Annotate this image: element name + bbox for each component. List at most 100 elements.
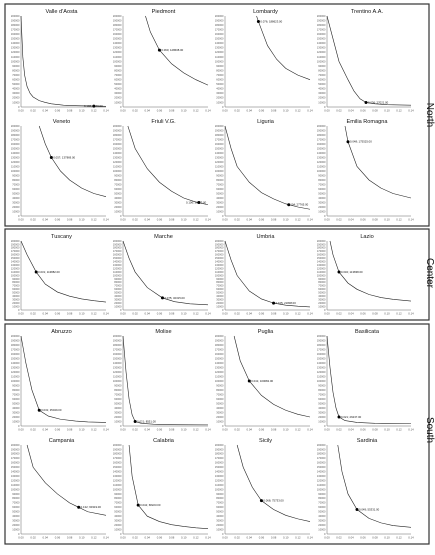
y-tick-label: 80000 xyxy=(12,388,20,392)
y-tick-label: 110000 xyxy=(215,374,224,378)
y-tick-label: 140000 xyxy=(11,151,20,155)
x-tick-label: 0.00 xyxy=(324,428,330,432)
y-tick-label: 140000 xyxy=(215,361,224,365)
y-tick-label: 180000 xyxy=(11,23,20,27)
x-tick-label: 0.10 xyxy=(181,428,187,432)
y-tick-label: 150000 xyxy=(11,356,20,360)
y-tick-label: 10000 xyxy=(114,209,122,213)
x-tick-label: 0.12 xyxy=(91,218,97,222)
y-tick-label: 180000 xyxy=(11,246,20,250)
x-tick-label: 0.12 xyxy=(295,312,301,316)
x-tick-label: 0.14 xyxy=(205,312,211,316)
y-tick-label: 100000 xyxy=(11,169,20,173)
x-tick-label: 0.06 xyxy=(259,218,265,222)
y-tick-label: 130000 xyxy=(113,474,122,478)
region-frame xyxy=(4,323,430,545)
x-tick-label: 0.10 xyxy=(283,218,289,222)
y-tick-label: 30000 xyxy=(216,297,224,301)
y-tick-label: 140000 xyxy=(11,361,20,365)
y-tick-label: 170000 xyxy=(11,137,20,141)
y-tick-label: 150000 xyxy=(113,356,122,360)
y-tick-label: 160000 xyxy=(215,461,224,465)
y-tick-label: 90000 xyxy=(12,64,20,68)
x-tick-label: 0.06 xyxy=(360,109,366,113)
point-label: 0.049; 55331.00 xyxy=(359,507,380,511)
series-line xyxy=(344,125,412,199)
y-tick-label: 60000 xyxy=(12,78,20,82)
y-tick-label: 130000 xyxy=(113,365,122,369)
y-tick-label: 60000 xyxy=(12,397,20,401)
y-tick-label: 190000 xyxy=(317,242,326,246)
x-tick-label: 0.06 xyxy=(55,536,61,540)
chart-panel: Marche 0100002000030000400005000060000700… xyxy=(113,234,211,316)
x-tick-label: 0.04 xyxy=(247,218,253,222)
y-tick-label: 120000 xyxy=(11,370,20,374)
y-tick-label: 130000 xyxy=(11,46,20,50)
y-tick-label: 180000 xyxy=(317,23,326,27)
y-tick-label: 50000 xyxy=(216,82,224,86)
y-tick-label: 110000 xyxy=(113,374,122,378)
y-tick-label: 200000 xyxy=(317,239,326,243)
y-tick-label: 30000 xyxy=(318,518,326,522)
y-tick-label: 100000 xyxy=(215,273,224,277)
series-line xyxy=(20,240,107,303)
y-tick-label: 80000 xyxy=(318,178,326,182)
y-tick-label: 200000 xyxy=(317,334,326,338)
y-tick-label: 50000 xyxy=(318,191,326,195)
x-tick-label: 0.08 xyxy=(271,312,277,316)
y-tick-label: 40000 xyxy=(216,514,224,518)
x-tick-label: 0.12 xyxy=(193,428,199,432)
y-tick-label: 180000 xyxy=(11,343,20,347)
y-tick-label: 150000 xyxy=(11,146,20,150)
y-tick-label: 0 xyxy=(120,532,122,536)
y-tick-label: 50000 xyxy=(216,401,224,405)
y-tick-label: 120000 xyxy=(317,266,326,270)
x-tick-label: 0.00 xyxy=(222,536,228,540)
highlight-point xyxy=(133,420,137,423)
panel-title: Valle d'Aosta xyxy=(45,9,78,15)
y-tick-label: 50000 xyxy=(114,510,122,514)
y-tick-label: 90000 xyxy=(216,492,224,496)
x-tick-label: 0.00 xyxy=(18,428,24,432)
x-tick-label: 0.02 xyxy=(132,536,138,540)
y-tick-label: 100000 xyxy=(11,487,20,491)
region-frame xyxy=(4,228,430,321)
y-tick-label: 60000 xyxy=(318,505,326,509)
y-tick-label: 110000 xyxy=(113,55,122,59)
panel-title: Basilicata xyxy=(355,329,380,335)
y-tick-label: 110000 xyxy=(317,483,326,487)
y-tick-label: 20000 xyxy=(114,523,122,527)
y-tick-label: 180000 xyxy=(113,343,122,347)
y-tick-label: 40000 xyxy=(12,196,20,200)
y-tick-label: 40000 xyxy=(318,87,326,91)
y-tick-label: 150000 xyxy=(215,146,224,150)
y-tick-label: 190000 xyxy=(317,338,326,342)
point-label: 0.036; 27021.00 xyxy=(368,100,389,104)
series-line xyxy=(224,125,311,210)
y-tick-label: 70000 xyxy=(114,182,122,186)
x-tick-label: 0.04 xyxy=(348,536,354,540)
y-tick-label: 200000 xyxy=(11,124,20,128)
y-tick-label: 150000 xyxy=(11,256,20,260)
y-tick-label: 70000 xyxy=(216,392,224,396)
y-tick-label: 50000 xyxy=(12,191,20,195)
y-tick-label: 190000 xyxy=(113,242,122,246)
y-tick-label: 20000 xyxy=(12,415,20,419)
y-tick-label: 80000 xyxy=(114,178,122,182)
y-tick-label: 150000 xyxy=(113,146,122,150)
y-tick-label: 0 xyxy=(222,308,224,312)
x-tick-label: 0.10 xyxy=(384,312,390,316)
y-tick-label: 180000 xyxy=(215,246,224,250)
y-tick-label: 0 xyxy=(120,214,122,218)
x-tick-label: 0.12 xyxy=(193,536,199,540)
chart-panel: Lazio 01000020000300004000050000600007000… xyxy=(317,234,414,316)
y-tick-label: 60000 xyxy=(216,187,224,191)
x-tick-label: 0.12 xyxy=(295,428,301,432)
y-tick-label: 0 xyxy=(18,214,20,218)
y-tick-label: 170000 xyxy=(113,456,122,460)
highlight-point xyxy=(337,415,341,419)
y-tick-label: 0 xyxy=(120,308,122,312)
y-tick-label: 120000 xyxy=(11,478,20,482)
y-tick-label: 60000 xyxy=(216,287,224,291)
